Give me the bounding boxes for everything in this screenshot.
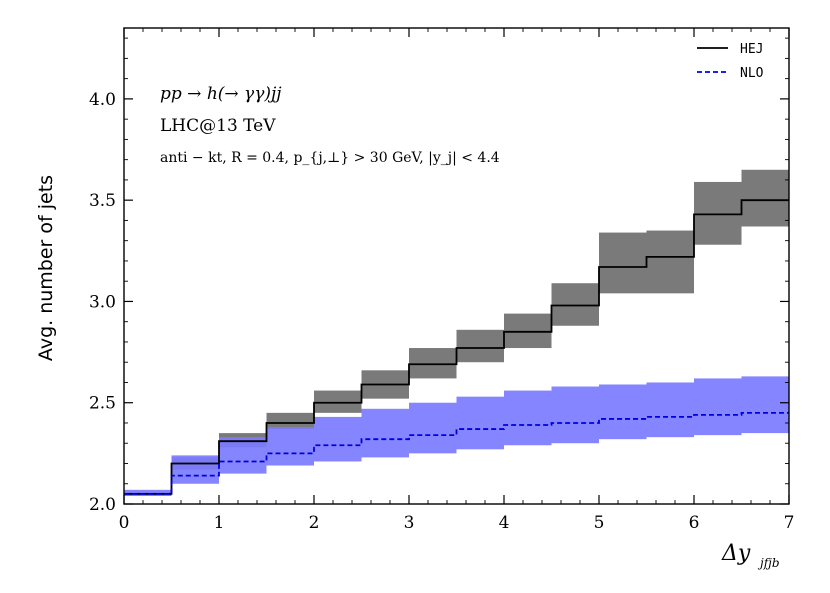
x-tick-label-0: 0 bbox=[119, 513, 130, 533]
x-tick-label-7: 7 bbox=[784, 513, 795, 533]
series-line-hej bbox=[124, 199, 789, 495]
x-axis-label-sub: jfjb bbox=[757, 556, 780, 570]
band-hej-bin-13 bbox=[741, 169, 789, 227]
x-axis-label-main: Δy bbox=[721, 541, 751, 566]
band-hej-bin-4 bbox=[314, 390, 362, 413]
legend-label-hej: HEJ bbox=[740, 42, 763, 57]
y-tick-label-4: 4.0 bbox=[89, 90, 116, 110]
x-tick-label-1: 1 bbox=[214, 513, 225, 533]
series-line-nlo bbox=[124, 411, 789, 495]
x-tick-label-4: 4 bbox=[499, 513, 510, 533]
lines-layer bbox=[124, 199, 789, 495]
legend: HEJ NLO bbox=[697, 42, 764, 81]
x-tick-label-3: 3 bbox=[404, 513, 415, 533]
y-tick-label-2: 2.0 bbox=[89, 495, 116, 515]
band-nlo-bin-11 bbox=[646, 382, 694, 438]
band-nlo-bin-10 bbox=[599, 384, 647, 440]
bands-layer bbox=[124, 169, 789, 496]
y-tick-label-3: 3.0 bbox=[89, 292, 116, 312]
band-hej-bin-3 bbox=[266, 412, 314, 430]
band-hej-bin-10 bbox=[599, 232, 647, 294]
band-nlo-bin-0 bbox=[124, 489, 172, 496]
x-tick-label-6: 6 bbox=[689, 513, 700, 533]
band-nlo-bin-8 bbox=[504, 390, 552, 446]
band-hej-bin-9 bbox=[551, 283, 599, 326]
band-hej-bin-8 bbox=[504, 313, 552, 349]
y-axis-label: Avg. number of jets bbox=[35, 175, 57, 361]
ticks-layer: 0 1 2 3 4 5 6 7 2.0 2.5 3.0 3.5 4.0 bbox=[89, 28, 794, 533]
band-hej-bin-11 bbox=[646, 230, 694, 294]
band-nlo-bin-12 bbox=[694, 378, 742, 436]
band-hej-bin-6 bbox=[409, 348, 457, 379]
band-hej-bin-12 bbox=[694, 181, 742, 245]
band-nlo-bin-5 bbox=[361, 408, 409, 458]
x-axis-label: Δy jfjb bbox=[721, 541, 780, 570]
y-tick-label-3.5: 3.5 bbox=[89, 191, 116, 211]
band-nlo-bin-1 bbox=[171, 455, 219, 484]
plot-frame bbox=[123, 27, 790, 505]
x-tick-label-5: 5 bbox=[594, 513, 605, 533]
band-nlo-bin-3 bbox=[266, 427, 314, 466]
x-tick-label-2: 2 bbox=[309, 513, 320, 533]
legend-label-nlo: NLO bbox=[740, 66, 764, 81]
band-nlo-bin-9 bbox=[551, 386, 599, 444]
annotation-cuts: anti − kt, R = 0.4, p_{j,⊥} > 30 GeV, |y… bbox=[160, 150, 500, 166]
band-hej-bin-7 bbox=[456, 329, 504, 363]
band-nlo-bin-2 bbox=[219, 437, 267, 474]
annotation-process: pp → h(→ γγ)jj bbox=[160, 84, 282, 104]
band-nlo-bin-13 bbox=[741, 376, 789, 434]
annotation-collider: LHC@13 TeV bbox=[160, 116, 276, 136]
band-nlo-bin-4 bbox=[314, 416, 362, 462]
band-nlo-bin-6 bbox=[409, 402, 457, 454]
y-tick-label-2.5: 2.5 bbox=[89, 394, 116, 414]
band-nlo-bin-7 bbox=[456, 396, 504, 450]
